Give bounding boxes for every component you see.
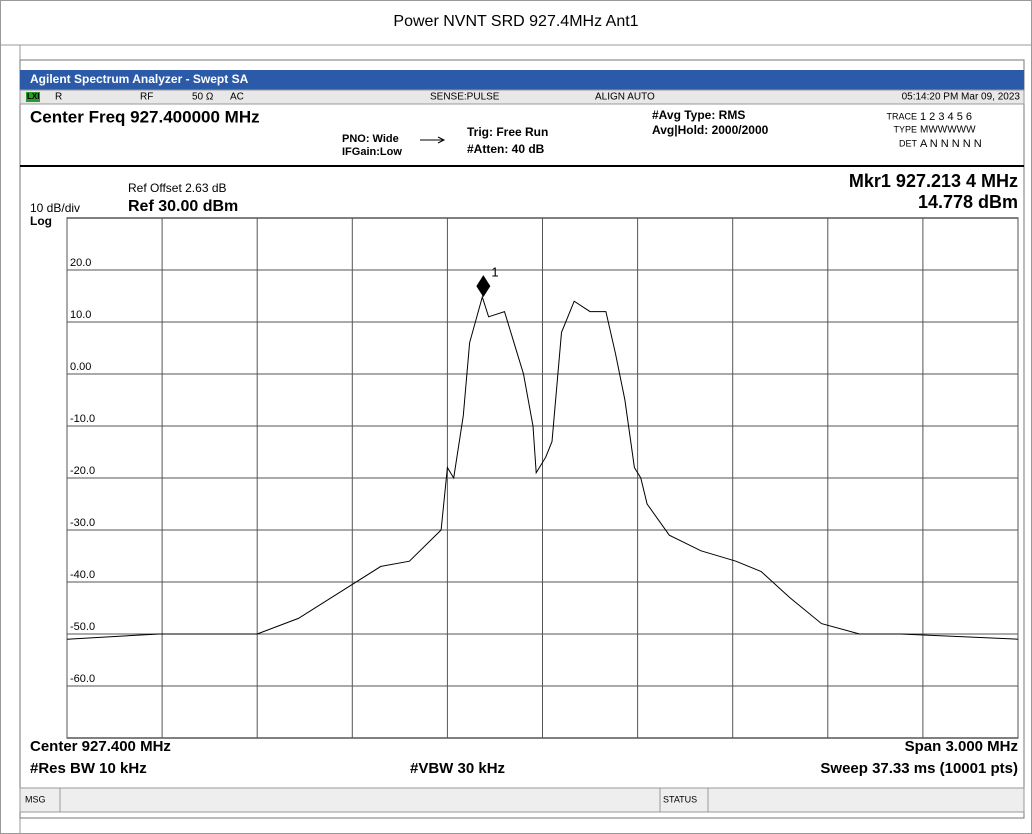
status-bar <box>19 89 1025 105</box>
ref-level: Ref 30.00 dBm <box>128 198 238 215</box>
status-rf: RF <box>140 92 153 103</box>
footer-vbw: #VBW 30 kHz <box>410 760 505 777</box>
y-tick-label: -10.0 <box>70 413 95 425</box>
analyzer-frame <box>19 59 1025 819</box>
y-tick-label: -50.0 <box>70 621 95 633</box>
footer-rbw: #Res BW 10 kHz <box>30 760 147 777</box>
msg-bar <box>19 787 1025 813</box>
y-tick-label: -40.0 <box>70 569 95 581</box>
center-freq: Center Freq 927.400000 MHz <box>30 107 260 126</box>
status-sense: SENSE:PULSE <box>430 92 500 103</box>
status-impedance: 50 Ω <box>192 92 214 103</box>
type-values: MWWWWW <box>920 125 976 136</box>
det-values: A N N N N N <box>920 138 982 150</box>
window-title-bar <box>20 70 1024 90</box>
log: Log <box>30 214 52 228</box>
marker-freq: Mkr1 927.213 4 MHz <box>849 171 1018 191</box>
footer-sweep: Sweep 37.33 ms (10001 pts) <box>820 760 1018 777</box>
y-tick-label: 10.0 <box>70 309 91 321</box>
lxi-icon <box>26 92 40 102</box>
msg: MSG <box>25 794 46 804</box>
status-datetime: 05:14:20 PM Mar 09, 2023 <box>902 92 1021 103</box>
avg-hold: Avg|Hold: 2000/2000 <box>652 123 769 137</box>
trace-label: TRACE <box>886 111 917 121</box>
pno: PNO: Wide <box>342 133 399 145</box>
scale: 10 dB/div <box>30 201 80 215</box>
footer-center: Center 927.400 MHz <box>30 738 171 755</box>
marker-amp: 14.778 dBm <box>918 192 1018 212</box>
y-tick-label: 20.0 <box>70 257 91 269</box>
y-tick-label: -30.0 <box>70 517 95 529</box>
y-tick-label: -60.0 <box>70 673 95 685</box>
marker <box>476 275 491 298</box>
marker-label: 1 <box>491 265 498 280</box>
ifgain: IFGain:Low <box>342 146 402 158</box>
trig: Trig: Free Run <box>467 125 548 139</box>
y-tick-label: 0.00 <box>70 361 91 373</box>
status-align: ALIGN AUTO <box>595 92 655 103</box>
lxi: LXI <box>27 92 39 101</box>
avg-type: #Avg Type: RMS <box>652 108 745 122</box>
y-tick-label: -20.0 <box>70 465 95 477</box>
window-title: Agilent Spectrum Analyzer - Swept SA <box>30 72 249 86</box>
status: STATUS <box>663 794 697 804</box>
det-label: DET <box>899 138 918 148</box>
status-coupling: AC <box>230 92 244 103</box>
ref-offset: Ref Offset 2.63 dB <box>128 181 227 195</box>
atten: #Atten: 40 dB <box>467 142 545 156</box>
trace <box>67 295 1018 640</box>
footer-span: Span 3.000 MHz <box>905 738 1018 755</box>
trace-values: 1 2 3 4 5 6 <box>920 111 972 123</box>
status-r: R <box>55 92 62 103</box>
page-title: Power NVNT SRD 927.4MHz Ant1 <box>393 13 638 30</box>
type-label: TYPE <box>893 124 917 134</box>
trig-arrow <box>420 136 446 144</box>
